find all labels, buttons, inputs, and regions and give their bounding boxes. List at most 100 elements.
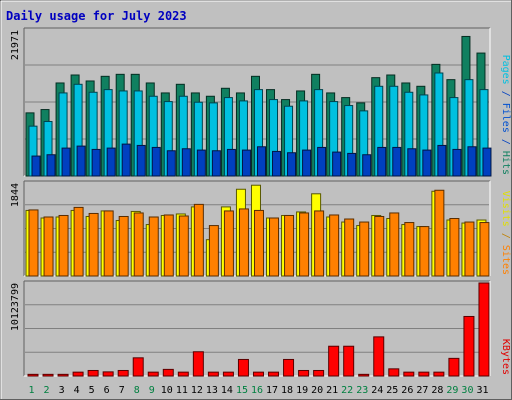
bar-pages-day-30 bbox=[467, 146, 477, 177]
bar-sites-day-24 bbox=[374, 215, 385, 277]
bar-kbytes-day-2 bbox=[42, 373, 54, 377]
panel-visits-sites: 1844 Visits / Sites bbox=[10, 180, 511, 277]
series-legend: Visits / Sites bbox=[500, 191, 511, 275]
bar-kbytes-day-7 bbox=[117, 369, 129, 377]
bar-kbytes-day-26 bbox=[403, 371, 415, 377]
legend-entry: KBytes bbox=[500, 339, 511, 375]
bar-kbytes-day-11 bbox=[177, 371, 189, 377]
bar-pages-day-9 bbox=[151, 146, 161, 177]
bar-kbytes-day-25 bbox=[388, 368, 400, 377]
bar-sites-day-27 bbox=[419, 226, 430, 277]
bar-kbytes-day-18 bbox=[283, 358, 295, 377]
x-tick-label-day-19: 19 bbox=[296, 385, 308, 396]
bar-sites-day-6 bbox=[103, 210, 114, 277]
bar-sites-day-8 bbox=[133, 212, 144, 277]
bar-pages-day-18 bbox=[287, 152, 297, 177]
bar-sites-day-21 bbox=[329, 214, 340, 277]
bar-kbytes-day-30 bbox=[463, 315, 475, 377]
bar-sites-day-2 bbox=[43, 216, 54, 277]
bar-sites-day-11 bbox=[178, 215, 189, 277]
bar-pages-day-26 bbox=[407, 148, 417, 177]
bar-sites-day-18 bbox=[284, 214, 295, 277]
bar-pages-day-13 bbox=[211, 150, 221, 177]
x-tick-label-day-3: 3 bbox=[59, 385, 65, 396]
bar-pages-day-5 bbox=[91, 148, 101, 177]
bar-kbytes-day-3 bbox=[57, 373, 69, 377]
bar-pages-day-16 bbox=[256, 146, 266, 177]
bar-pages-day-11 bbox=[181, 148, 191, 177]
y-max-label: 21971 bbox=[10, 30, 21, 60]
x-tick-label-day-24: 24 bbox=[371, 385, 383, 396]
x-tick-label-day-23: 23 bbox=[356, 385, 368, 396]
x-tick-label-day-22: 22 bbox=[341, 385, 353, 396]
bar-pages-day-4 bbox=[76, 145, 86, 177]
bar-sites-day-7 bbox=[118, 215, 129, 277]
bar-sites-day-1 bbox=[28, 209, 39, 277]
bar-kbytes-day-12 bbox=[192, 351, 204, 377]
bar-kbytes-day-15 bbox=[237, 358, 249, 377]
bar-sites-day-20 bbox=[314, 210, 325, 277]
bar-kbytes-day-28 bbox=[433, 371, 445, 377]
bar-pages-day-12 bbox=[196, 149, 206, 177]
x-axis-ticks: 1 2 3 4 5 6 7 8 9 10 11 12 13 14 15 16 17 18 19 20 21 22 23 24 2… bbox=[29, 385, 489, 396]
bar-sites-day-16 bbox=[253, 209, 264, 277]
x-tick-label-day-1: 1 bbox=[29, 385, 35, 396]
x-tick-label-day-21: 21 bbox=[326, 385, 338, 396]
series-legend: Pages / Files / Hits bbox=[500, 55, 511, 175]
x-tick-label-day-5: 5 bbox=[89, 385, 95, 396]
bar-sites-day-29 bbox=[449, 218, 460, 277]
bar-kbytes-day-29 bbox=[448, 357, 460, 377]
x-tick-label-day-13: 13 bbox=[206, 385, 218, 396]
bar-pages-day-21 bbox=[332, 151, 342, 177]
bar-pages-day-14 bbox=[226, 148, 236, 177]
x-tick-label-day-17: 17 bbox=[266, 385, 278, 396]
bar-kbytes-day-27 bbox=[418, 371, 430, 377]
x-tick-label-day-29: 29 bbox=[446, 385, 458, 396]
bar-kbytes-day-10 bbox=[162, 368, 174, 377]
bar-kbytes-day-21 bbox=[328, 345, 340, 377]
legend-entry: / bbox=[500, 133, 511, 151]
chart-title: Daily usage for July 2023 bbox=[6, 9, 187, 23]
bar-sites-day-15 bbox=[238, 208, 249, 277]
bar-kbytes-day-9 bbox=[147, 371, 159, 377]
x-tick-label-day-30: 30 bbox=[461, 385, 473, 396]
bar-pages-day-28 bbox=[437, 144, 447, 177]
bar-pages-day-23 bbox=[362, 154, 372, 177]
bar-kbytes-day-20 bbox=[313, 369, 325, 377]
bar-pages-day-31 bbox=[482, 147, 492, 177]
bar-pages-day-1 bbox=[31, 155, 41, 177]
x-tick-label-day-28: 28 bbox=[431, 385, 443, 396]
bar-kbytes-day-23 bbox=[358, 373, 370, 377]
x-tick-label-day-20: 20 bbox=[311, 385, 323, 396]
x-tick-label-day-16: 16 bbox=[251, 385, 263, 396]
legend-entry: / bbox=[500, 85, 511, 103]
bar-kbytes-day-24 bbox=[373, 336, 385, 377]
x-tick-label-day-12: 12 bbox=[191, 385, 203, 396]
bar-pages-day-10 bbox=[166, 150, 176, 177]
bar-pages-day-22 bbox=[347, 152, 357, 177]
bar-sites-day-26 bbox=[404, 222, 415, 277]
x-tick-label-day-25: 25 bbox=[386, 385, 398, 396]
bar-sites-day-17 bbox=[269, 217, 280, 277]
x-tick-label-day-6: 6 bbox=[104, 385, 110, 396]
bar-pages-day-25 bbox=[392, 146, 402, 177]
series-legend: KBytes bbox=[500, 339, 511, 375]
bar-pages-day-24 bbox=[377, 146, 387, 177]
bar-kbytes-day-14 bbox=[222, 371, 234, 377]
bar-pages-day-17 bbox=[272, 150, 282, 177]
bar-pages-day-6 bbox=[106, 147, 116, 177]
bar-sites-day-12 bbox=[193, 203, 204, 277]
y-max-label: 10123799 bbox=[10, 283, 21, 331]
bar-kbytes-day-6 bbox=[102, 371, 114, 377]
bar-pages-day-8 bbox=[136, 144, 146, 177]
bar-sites-day-23 bbox=[359, 221, 370, 277]
bar-kbytes-day-16 bbox=[252, 371, 264, 377]
bar-sites-day-25 bbox=[389, 212, 400, 277]
bar-sites-day-4 bbox=[73, 206, 84, 277]
x-tick-label-day-18: 18 bbox=[281, 385, 293, 396]
x-tick-label-day-26: 26 bbox=[401, 385, 413, 396]
x-tick-label-day-31: 31 bbox=[476, 385, 488, 396]
x-tick-label-day-4: 4 bbox=[74, 385, 80, 396]
bar-kbytes-day-4 bbox=[72, 371, 84, 377]
x-tick-label-day-7: 7 bbox=[119, 385, 125, 396]
